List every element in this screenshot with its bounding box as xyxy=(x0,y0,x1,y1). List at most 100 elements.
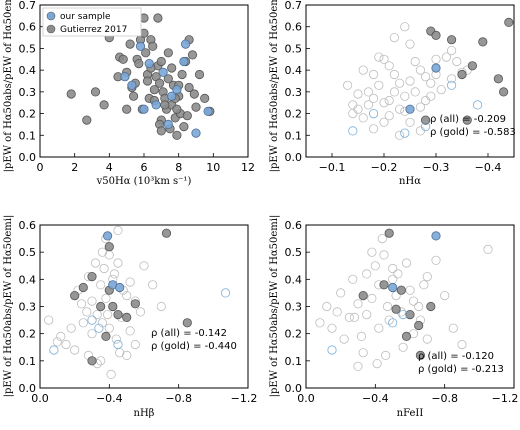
open-gray-point xyxy=(393,269,403,279)
open-gray-point xyxy=(377,234,387,244)
y-tick-label: 0.0 xyxy=(285,382,303,395)
sample-point xyxy=(151,100,161,110)
gutierrez-point xyxy=(493,74,503,84)
open-gray-point xyxy=(422,334,432,344)
gutierrez-point xyxy=(70,290,80,301)
open-gray-point xyxy=(374,80,384,90)
open-gray-point xyxy=(370,261,380,271)
gutierrez-point xyxy=(191,102,201,112)
open-gray-point xyxy=(384,111,394,121)
open-gray-point xyxy=(400,22,410,32)
y-tick-label: 0.1 xyxy=(19,129,37,142)
gutierrez-point xyxy=(163,74,173,84)
open-gray-point xyxy=(135,307,146,317)
x-tick-label: 0 xyxy=(37,161,44,174)
sample-point xyxy=(405,104,415,114)
open-gray-point xyxy=(87,329,97,339)
rho-gold-annotation: ρ (gold) = -0.440 xyxy=(151,341,237,352)
data-points xyxy=(315,228,493,371)
legend: our sample Gutierrez 2017 xyxy=(42,7,142,37)
gutierrez-point xyxy=(420,115,431,125)
open-gray-point xyxy=(368,124,379,134)
gutierrez-point xyxy=(167,63,177,73)
open-blue-point xyxy=(400,128,410,138)
open-gray-point xyxy=(388,274,398,284)
open-gray-point xyxy=(92,309,102,320)
x-tick-label: 8 xyxy=(175,161,182,174)
sample-point xyxy=(158,67,168,77)
open-gray-point xyxy=(448,323,458,333)
open-gray-point xyxy=(384,95,394,106)
legend-marker-sample xyxy=(46,11,56,21)
x-axis-label: v50Hα (10³km s⁻¹) xyxy=(96,176,192,187)
sample-point xyxy=(167,91,177,101)
open-gray-point xyxy=(342,80,353,90)
open-gray-point xyxy=(97,247,108,257)
open-blue-point xyxy=(368,109,379,119)
y-tick-label: 0.4 xyxy=(19,273,37,286)
open-gray-point xyxy=(103,309,113,320)
y-tick-label: 0.2 xyxy=(19,108,37,121)
gutierrez-point xyxy=(384,228,394,238)
gutierrez-point xyxy=(129,91,139,101)
x-axis-label: nFeII xyxy=(397,408,424,419)
rho-all-annotation: ρ (all) = -0.142 xyxy=(151,328,227,339)
gutierrez-point xyxy=(462,115,472,125)
gutierrez-point xyxy=(498,87,509,97)
gutierrez-point xyxy=(87,356,97,366)
open-gray-point xyxy=(363,100,373,110)
sample-point xyxy=(181,39,191,49)
open-blue-point xyxy=(327,345,337,355)
gutierrez-point xyxy=(163,48,173,58)
y-tick-labels: 0.0 0.1 0.2 0.3 0.4 0.5 0.6 0.7 xyxy=(285,0,303,164)
sample-point xyxy=(103,231,113,241)
sample-point xyxy=(203,106,213,117)
rho-gold-annotation: ρ (gold) = -0.583 xyxy=(430,127,516,138)
sample-point xyxy=(431,231,441,241)
tick-marks xyxy=(39,4,249,158)
x-tick-label: −0.8 xyxy=(165,392,192,405)
open-gray-point xyxy=(109,269,120,279)
gutierrez-point xyxy=(194,69,205,80)
gutierrez-point xyxy=(405,309,415,320)
y-tick-labels: 0.0 0.1 0.2 0.3 0.4 0.5 0.6 xyxy=(285,219,303,395)
gutierrez-point xyxy=(401,331,412,341)
open-gray-point xyxy=(87,296,97,306)
x-tick-label: −0.2 xyxy=(371,161,398,174)
open-gray-point xyxy=(367,293,377,303)
open-gray-point xyxy=(82,307,92,317)
y-tick-label: 0.0 xyxy=(19,382,37,395)
open-gray-point xyxy=(452,56,462,67)
x-tick-label: 4 xyxy=(106,161,113,174)
open-gray-point xyxy=(156,301,166,312)
x-tick-label: −1.2 xyxy=(231,392,258,405)
open-gray-point xyxy=(422,271,432,282)
open-gray-point xyxy=(415,126,425,136)
gutierrez-point xyxy=(66,89,76,99)
x-tick-label: 12 xyxy=(241,161,255,174)
open-gray-point xyxy=(70,345,80,355)
open-blue-point xyxy=(348,126,358,136)
open-gray-point xyxy=(125,277,135,287)
open-gray-point xyxy=(78,318,88,328)
open-gray-point xyxy=(388,263,398,274)
gutierrez-point xyxy=(182,318,192,328)
open-gray-point xyxy=(56,331,66,341)
y-axis-label: |pEW of Hα50abs/pEW of Hα50emi| xyxy=(3,0,14,172)
open-gray-point xyxy=(384,61,394,71)
gutierrez-point xyxy=(172,130,182,140)
sample-point xyxy=(127,80,137,90)
open-gray-point xyxy=(139,261,149,271)
gutierrez-point xyxy=(125,39,135,49)
gutierrez-point xyxy=(96,301,106,312)
x-tick-label: 6 xyxy=(141,161,148,174)
open-gray-point xyxy=(96,280,106,290)
y-axis-label: |pEW of Hα50abs/pEW of Hα50emi| xyxy=(3,215,14,398)
gutierrez-point xyxy=(156,126,166,136)
gutierrez-point xyxy=(467,61,477,71)
open-gray-point xyxy=(367,247,377,257)
open-gray-point xyxy=(414,301,424,312)
gutierrez-point xyxy=(172,104,182,114)
gutierrez-point xyxy=(189,89,199,99)
legend-marker-gutierrez xyxy=(46,24,56,34)
